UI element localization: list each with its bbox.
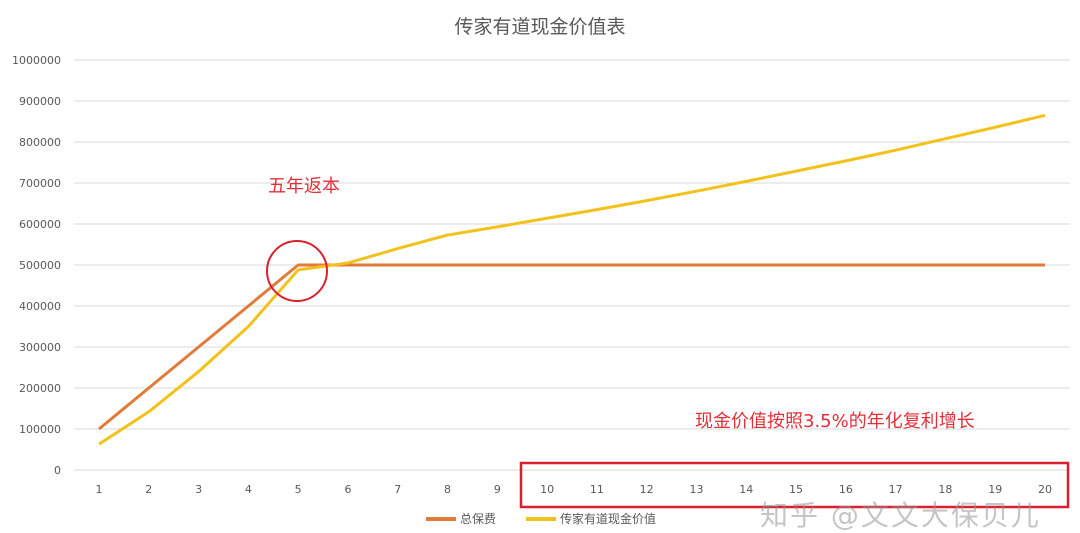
legend-item-premium: 总保费 — [426, 510, 496, 527]
x-tick-label: 12 — [640, 483, 654, 496]
y-tick-label: 900000 — [19, 95, 61, 108]
chart-title: 传家有道现金价值表 — [454, 16, 626, 38]
highlight-circle — [266, 240, 328, 302]
x-tick-label: 8 — [444, 483, 451, 496]
highlight-box — [519, 461, 1070, 509]
x-tick-label: 20 — [1038, 483, 1052, 496]
x-tick-label: 9 — [494, 483, 501, 496]
x-tick-label: 19 — [988, 483, 1002, 496]
annotation-growth: 现金价值按照3.5%的年化复利增长 — [695, 411, 975, 432]
x-tick-label: 13 — [689, 483, 703, 496]
y-tick-label: 200000 — [19, 382, 61, 395]
y-tick-label: 800000 — [19, 136, 61, 149]
y-tick-label: 600000 — [19, 218, 61, 231]
x-tick-label: 5 — [295, 483, 302, 496]
y-tick-label: 0 — [54, 464, 61, 477]
y-tick-label: 500000 — [19, 259, 61, 272]
series-line-cash-value — [98, 113, 1046, 446]
x-tick-label: 7 — [394, 483, 401, 496]
x-tick-label: 16 — [839, 483, 853, 496]
legend-label-cash-value: 传家有道现金价值 — [560, 512, 657, 526]
legend-label-premium: 总保费 — [460, 512, 497, 526]
watermark: 知乎 @文文大保贝儿 — [760, 499, 1041, 532]
legend-swatch-cash-value — [526, 516, 557, 521]
x-tick-label: 10 — [540, 483, 554, 496]
x-tick-label: 18 — [938, 483, 952, 496]
legend-item-cash-value: 传家有道现金价值 — [526, 510, 656, 527]
x-tick-label: 4 — [245, 483, 252, 496]
x-tick-label: 11 — [590, 483, 604, 496]
y-tick-label: 400000 — [19, 300, 61, 313]
y-tick-label: 1000000 — [12, 54, 61, 67]
y-tick-label: 700000 — [19, 177, 61, 190]
x-tick-label: 15 — [789, 483, 803, 496]
x-tick-label: 1 — [96, 483, 103, 496]
x-tick-label: 3 — [195, 483, 202, 496]
x-tick-label: 14 — [739, 483, 753, 496]
x-tick-label: 6 — [344, 483, 351, 496]
x-tick-label: 17 — [889, 483, 903, 496]
series-line-premium — [98, 263, 1045, 431]
legend-swatch-premium — [426, 516, 456, 521]
y-tick-label: 300000 — [19, 341, 61, 354]
legend: 总保费 传家有道现金价值 — [426, 510, 686, 527]
x-tick-label: 2 — [145, 483, 152, 496]
annotation-breakeven: 五年返本 — [268, 176, 340, 197]
y-tick-label: 100000 — [19, 423, 61, 436]
